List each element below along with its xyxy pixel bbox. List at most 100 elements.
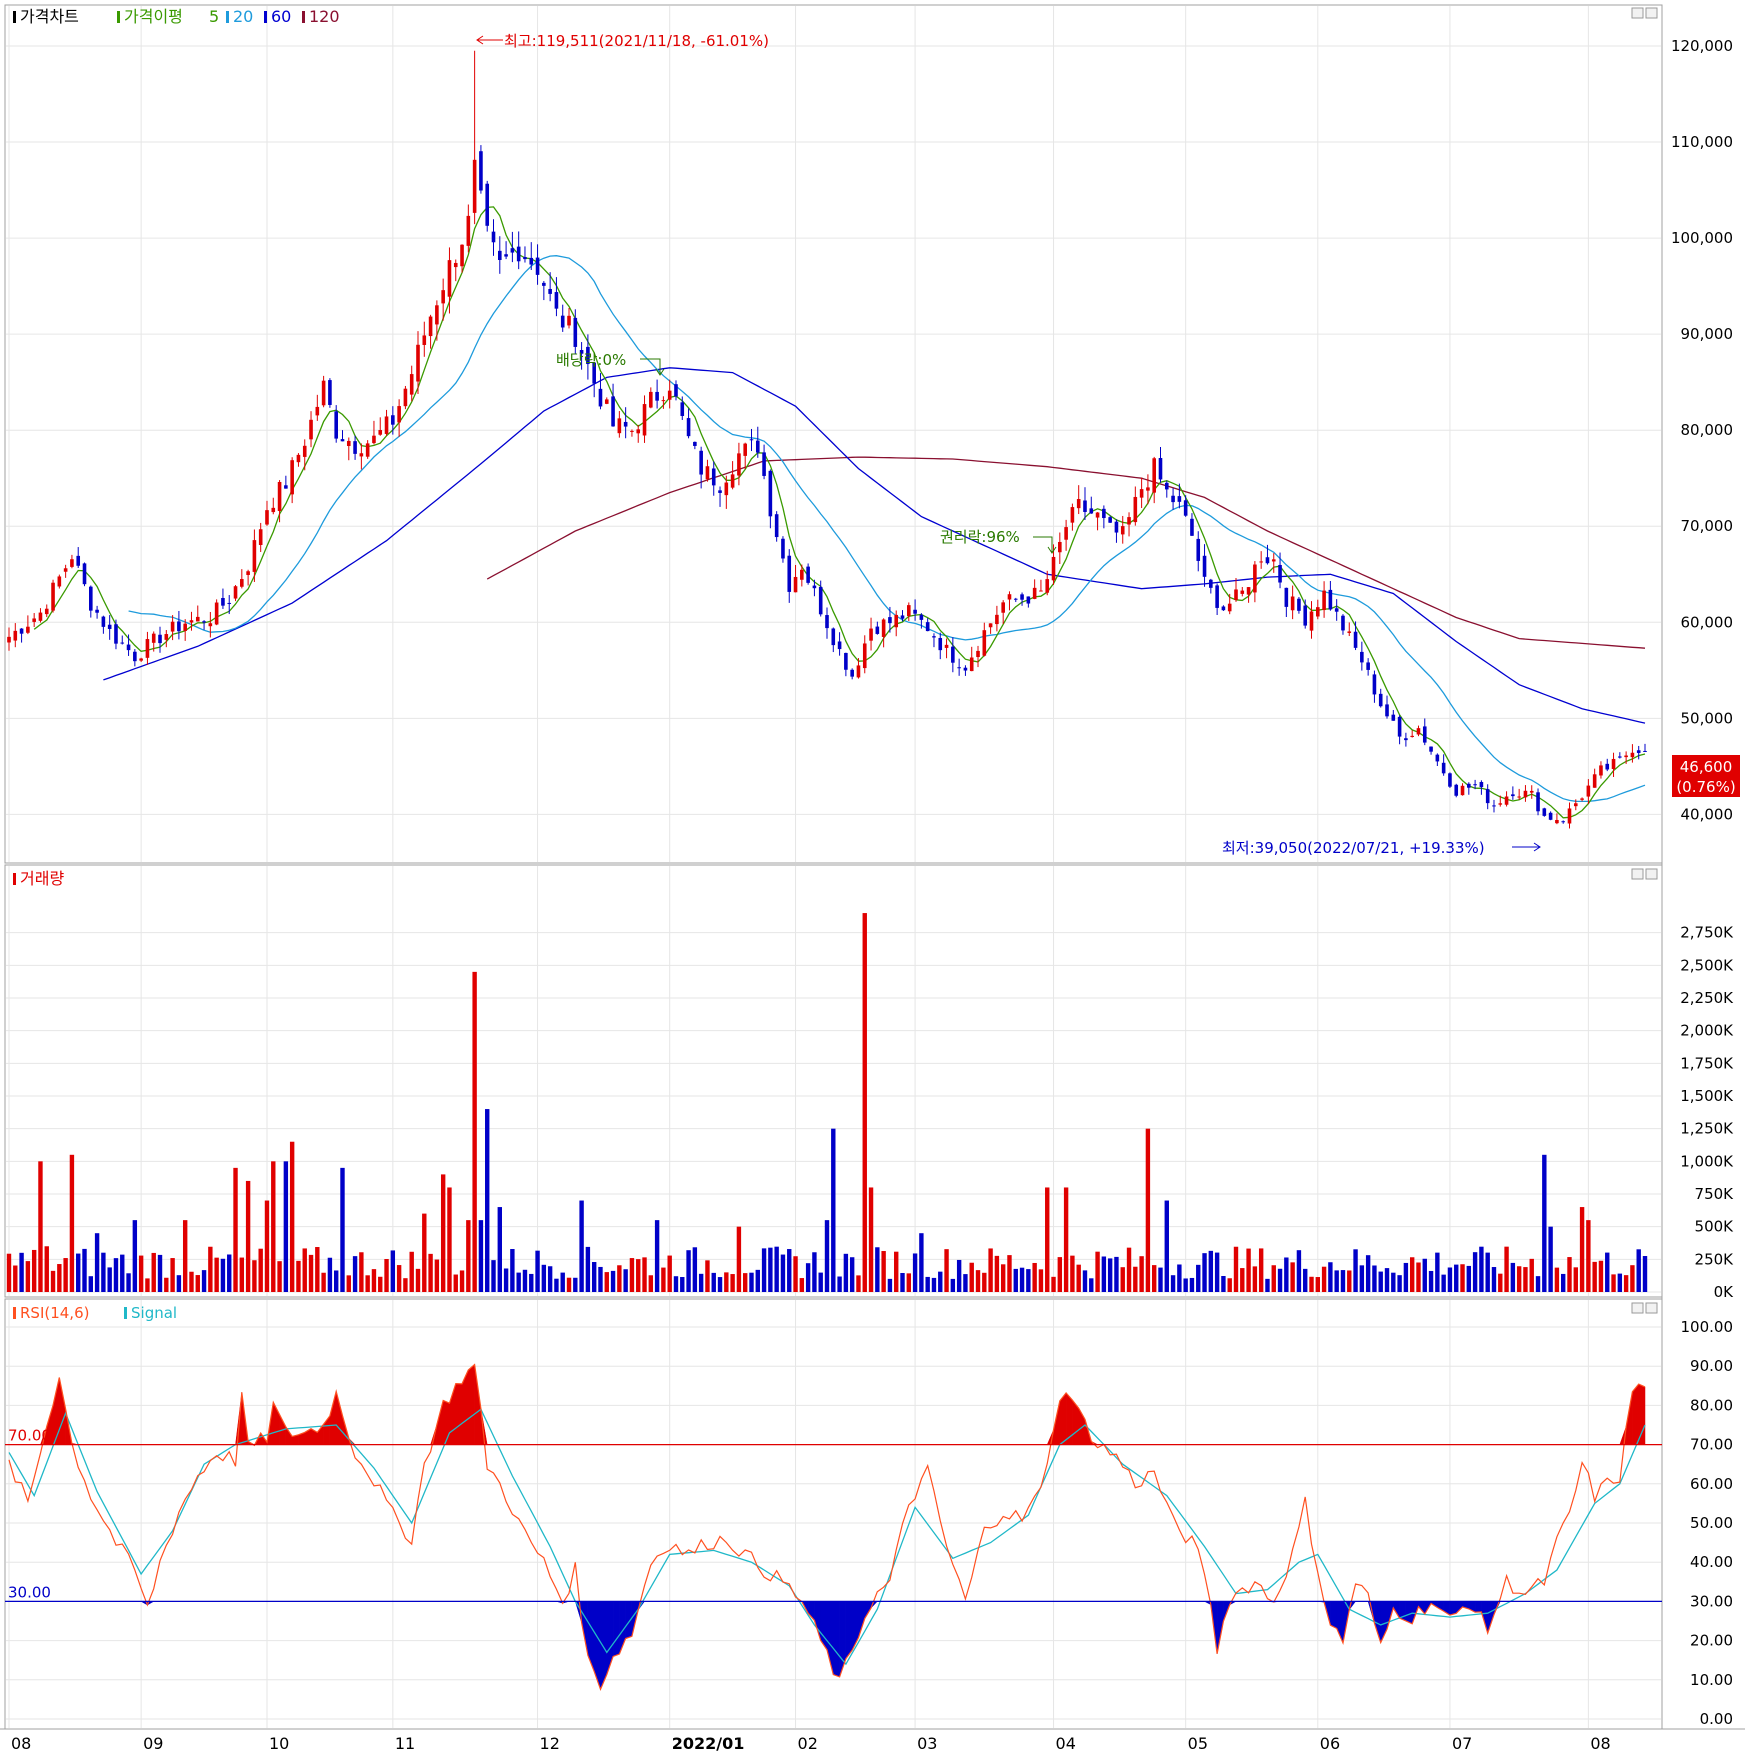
candle-body — [467, 216, 471, 246]
volume-bar — [416, 1269, 420, 1292]
x-tick-label: 09 — [143, 1734, 163, 1753]
volume-bar — [1215, 1253, 1219, 1292]
volume-bar — [1108, 1258, 1112, 1292]
volume-bar — [1095, 1252, 1099, 1292]
candle-body — [479, 151, 483, 190]
candle-body — [926, 622, 930, 631]
candle-body — [246, 571, 250, 575]
volume-bar — [177, 1275, 181, 1292]
volume-bar — [1032, 1263, 1036, 1292]
volume-bar — [1542, 1155, 1546, 1292]
volume-bar — [1328, 1262, 1332, 1292]
volume-bar — [1076, 1265, 1080, 1292]
volume-bar — [1637, 1249, 1641, 1292]
candle-body — [850, 670, 854, 677]
candle-body — [800, 570, 804, 580]
candle-body — [454, 263, 458, 267]
volume-bar — [579, 1201, 583, 1292]
volume-bar — [825, 1220, 829, 1292]
candle-body — [1247, 587, 1251, 595]
candle-body — [712, 468, 716, 485]
candle-body — [1322, 591, 1326, 610]
y-tick-label: 750K — [1695, 1185, 1735, 1203]
volume-bar — [485, 1109, 489, 1292]
candle-body — [983, 630, 987, 656]
volume-bar — [303, 1248, 307, 1292]
volume-bar — [988, 1248, 992, 1292]
candle-body — [1398, 717, 1402, 737]
candle-body — [976, 651, 980, 657]
candle-body — [1587, 786, 1591, 797]
minimize-icon[interactable] — [1632, 1303, 1643, 1313]
candle-body — [863, 643, 867, 668]
candle-body — [561, 316, 565, 328]
candle-body — [1272, 559, 1276, 561]
dividend-annotation-label: 배당락:0% — [556, 351, 626, 369]
volume-bar — [756, 1270, 760, 1292]
volume-bar — [1316, 1277, 1320, 1292]
close-icon[interactable] — [1646, 869, 1657, 879]
candle-body — [1297, 599, 1301, 611]
candle-body — [1020, 594, 1024, 599]
candle-body — [297, 455, 301, 462]
candle-body — [1366, 662, 1370, 669]
volume-bar — [561, 1273, 565, 1292]
volume-bar — [1586, 1220, 1590, 1292]
close-icon[interactable] — [1646, 1303, 1657, 1313]
minimize-icon[interactable] — [1632, 8, 1643, 18]
candle-body — [1561, 821, 1565, 822]
volume-bar — [982, 1273, 986, 1292]
rsi-fill-segment — [1639, 1384, 1645, 1445]
y-tick-label: 80.00 — [1690, 1396, 1733, 1414]
candle-body — [422, 335, 426, 345]
candle-body — [938, 638, 942, 650]
candle-body — [397, 406, 401, 422]
candle-body — [794, 577, 798, 592]
volume-bar — [1165, 1201, 1169, 1292]
candle-body — [7, 637, 11, 643]
volume-bar — [152, 1253, 156, 1292]
volume-bar — [1397, 1275, 1401, 1292]
volume-bar — [548, 1266, 552, 1292]
volume-bar — [900, 1273, 904, 1292]
candle-body — [1341, 616, 1345, 631]
candle-body — [1392, 715, 1396, 721]
candle-body — [416, 345, 420, 382]
y-tick-label: 90,000 — [1681, 325, 1734, 343]
x-tick-label: 05 — [1188, 1734, 1208, 1753]
candle-body — [152, 634, 156, 643]
volume-bar — [277, 1261, 281, 1292]
rights-annotation-label: 권리락:96% — [940, 528, 1020, 546]
y-tick-label: 70.00 — [1690, 1436, 1733, 1454]
candle-body — [825, 615, 829, 628]
volume-bar — [233, 1168, 237, 1292]
candle-body — [183, 624, 187, 631]
volume-bar — [523, 1270, 527, 1292]
minimize-icon[interactable] — [1632, 869, 1643, 879]
y-tick-label: 1,750K — [1680, 1054, 1734, 1072]
volume-bar — [1114, 1257, 1118, 1292]
candle-body — [165, 634, 169, 640]
volume-bar — [1643, 1256, 1647, 1292]
volume-bar — [636, 1259, 640, 1292]
volume-bar — [1039, 1269, 1043, 1292]
volume-bar — [290, 1142, 294, 1292]
volume-bar — [1221, 1276, 1225, 1292]
volume-bar — [1253, 1266, 1257, 1292]
x-tick-label: 11 — [395, 1734, 415, 1753]
candle-body — [1555, 820, 1559, 823]
candle-body — [888, 617, 892, 623]
volume-bar — [1404, 1263, 1408, 1292]
volume-bar — [655, 1220, 659, 1292]
volume-bar — [567, 1278, 571, 1292]
candle-body — [32, 618, 36, 621]
candle-body — [529, 258, 533, 265]
x-tick-label: 06 — [1320, 1734, 1340, 1753]
close-icon[interactable] — [1646, 8, 1657, 18]
volume-bar — [1007, 1255, 1011, 1292]
candle-body — [1045, 579, 1049, 593]
volume-bar — [391, 1250, 395, 1292]
volume-bar — [686, 1250, 690, 1292]
volume-bar — [881, 1251, 885, 1292]
volume-bar — [1051, 1277, 1055, 1292]
